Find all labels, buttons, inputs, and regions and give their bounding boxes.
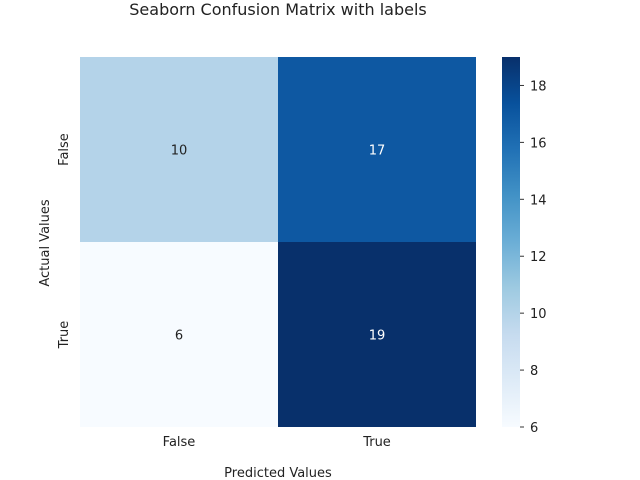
x-tick-labels: False True (163, 435, 391, 450)
cell-value-label: 10 (171, 144, 188, 159)
colorbar-tick-label: 14 (530, 193, 547, 208)
y-tick-labels: False True (57, 133, 72, 349)
colorbar-tick-label: 6 (530, 421, 538, 436)
x-tick-label: False (163, 435, 196, 450)
y-tick-label: False (57, 133, 72, 166)
heatmap-cell-false-true (278, 57, 476, 242)
y-axis-label: Actual Values (38, 199, 53, 287)
x-axis-label: Predicted Values (224, 466, 332, 480)
colorbar-tick-label: 10 (530, 307, 547, 322)
chart-title: Seaborn Confusion Matrix with labels (129, 0, 426, 19)
colorbar-tick-label: 8 (530, 364, 538, 379)
y-tick-label: True (57, 321, 72, 350)
cell-value-label: 19 (369, 329, 386, 344)
x-tick-label: True (362, 435, 391, 450)
heatmap-cell-false-false (80, 57, 278, 242)
cell-value-label: 6 (175, 329, 183, 344)
cell-value-label: 17 (369, 144, 386, 159)
heatmap-cell-true-false (80, 242, 278, 427)
heatmap-cell-true-true (278, 242, 476, 427)
heatmap-cells (80, 57, 476, 427)
heatmap-cell-labels: 10 17 6 19 (171, 144, 386, 344)
colorbar-tick-label: 18 (530, 79, 547, 94)
colorbar-ticks: 6 8 10 12 14 16 18 (520, 79, 547, 436)
colorbar-tick-label: 12 (530, 250, 547, 265)
colorbar-tick-label: 16 (530, 136, 547, 151)
colorbar (502, 57, 520, 427)
